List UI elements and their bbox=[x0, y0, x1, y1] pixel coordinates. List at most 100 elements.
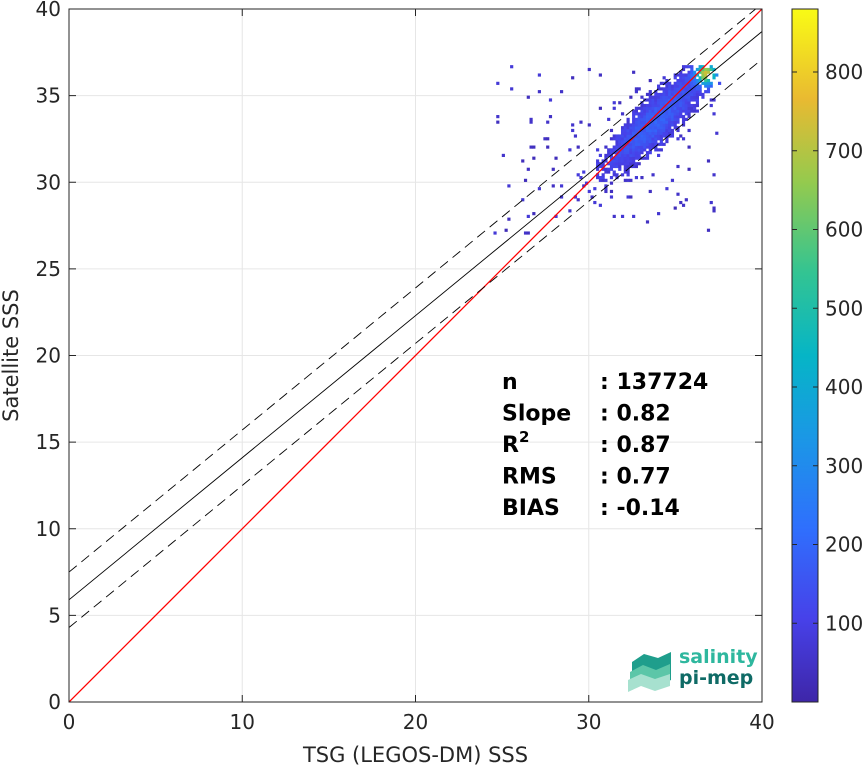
heatmap-cell bbox=[679, 101, 683, 105]
heatmap-cell bbox=[659, 98, 663, 102]
heatmap-cell bbox=[643, 117, 647, 121]
heatmap-cell bbox=[665, 112, 669, 116]
logo-line2: pi-mep bbox=[679, 667, 753, 689]
heatmap-cell bbox=[623, 167, 627, 171]
heatmap-cell bbox=[634, 109, 638, 113]
heatmap-cell bbox=[523, 178, 528, 182]
heatmap-cell bbox=[648, 117, 652, 121]
heatmap-cell bbox=[695, 87, 699, 91]
heatmap-cell bbox=[657, 84, 661, 88]
heatmap-cell bbox=[687, 101, 691, 105]
heatmap-cell bbox=[643, 156, 647, 160]
heatmap-cell bbox=[629, 156, 633, 160]
heatmap-cell bbox=[579, 120, 583, 124]
heatmap-cell bbox=[690, 81, 694, 85]
heatmap-cell bbox=[648, 139, 652, 144]
heatmap-cell bbox=[679, 87, 683, 91]
heatmap-cell bbox=[615, 173, 619, 177]
heatmap-cell bbox=[665, 103, 669, 108]
heatmap-cell bbox=[626, 142, 630, 146]
heatmap-cell bbox=[681, 115, 686, 119]
colorbar bbox=[791, 8, 819, 703]
heatmap-cell bbox=[668, 95, 672, 99]
heatmap-cell bbox=[551, 184, 555, 188]
heatmap-cell bbox=[632, 139, 636, 144]
heatmap-cell bbox=[651, 137, 655, 141]
heatmap-cell bbox=[634, 120, 638, 124]
heatmap-cell bbox=[601, 164, 605, 169]
heatmap-cell bbox=[679, 112, 683, 116]
heatmap-cell bbox=[670, 134, 675, 138]
heatmap-cell bbox=[709, 84, 713, 88]
heatmap-cell bbox=[618, 148, 622, 152]
heatmap-cell bbox=[537, 90, 541, 94]
heatmap-cell bbox=[690, 65, 694, 69]
heatmap-cell bbox=[643, 112, 647, 116]
heatmap-cell bbox=[609, 137, 614, 141]
heatmap-cell bbox=[670, 106, 675, 110]
heatmap-cell bbox=[698, 84, 702, 88]
heatmap-cell bbox=[665, 187, 669, 191]
colorbar-ticks: 100 200 300 400 500 600 700 800 bbox=[792, 60, 863, 635]
heatmap-cell bbox=[676, 92, 680, 97]
heatmap-cell bbox=[623, 139, 627, 144]
heatmap-cell bbox=[615, 134, 619, 138]
heatmap-cell bbox=[684, 95, 688, 99]
heatmap-cell bbox=[632, 126, 636, 130]
heatmap-cell bbox=[601, 176, 605, 180]
heatmap-cell bbox=[648, 95, 652, 99]
heatmap-cell bbox=[645, 145, 650, 149]
heatmap-cell bbox=[706, 70, 711, 74]
heatmap-cell bbox=[620, 148, 625, 152]
heatmap-cell bbox=[637, 162, 641, 166]
heatmap-cell bbox=[673, 87, 677, 91]
heatmap-cell bbox=[662, 112, 666, 116]
heatmap-cell bbox=[668, 115, 672, 119]
heatmap-cell bbox=[637, 137, 641, 141]
heatmap-cell bbox=[657, 92, 661, 97]
stat-label: RMS bbox=[502, 465, 557, 490]
heatmap-cell bbox=[532, 145, 536, 149]
heatmap-cell bbox=[598, 176, 602, 180]
heatmap-cell bbox=[665, 106, 669, 110]
heatmap-cell bbox=[612, 101, 616, 105]
heatmap-cell bbox=[668, 126, 672, 130]
heatmap-cell bbox=[659, 131, 663, 135]
heatmap-cell bbox=[668, 90, 672, 94]
heatmap-cell bbox=[618, 156, 622, 160]
heatmap-cell bbox=[681, 103, 686, 108]
heatmap-cell bbox=[681, 106, 686, 110]
heatmap-cell bbox=[659, 115, 663, 119]
heatmap-cell bbox=[648, 142, 652, 146]
heatmap-cell bbox=[629, 134, 633, 138]
lower-bound-line bbox=[69, 58, 762, 628]
heatmap-cell bbox=[684, 65, 688, 69]
heatmap-cell bbox=[615, 164, 619, 169]
heatmap-cell bbox=[668, 128, 672, 133]
heatmap-cell bbox=[690, 95, 694, 99]
heatmap-cell bbox=[662, 103, 666, 108]
heatmap-cell bbox=[626, 178, 630, 182]
heatmap-cell bbox=[645, 103, 650, 108]
heatmap-cell bbox=[684, 73, 688, 77]
heatmap-cell bbox=[637, 151, 641, 155]
heatmap-cell bbox=[543, 137, 547, 141]
heatmap-cell bbox=[609, 164, 614, 169]
heatmap-cell bbox=[657, 117, 661, 121]
heatmap-cell bbox=[695, 90, 699, 94]
heatmap-cell bbox=[679, 73, 683, 77]
stat-label: Slope bbox=[502, 402, 571, 427]
heatmap-cell bbox=[673, 112, 677, 116]
heatmap-cell bbox=[657, 95, 661, 99]
heatmap-cell bbox=[609, 176, 614, 180]
heatmap-cell bbox=[654, 103, 658, 108]
heatmap-cell bbox=[618, 101, 622, 105]
heatmap-cell bbox=[679, 81, 683, 85]
heatmap-cell bbox=[651, 103, 655, 108]
heatmap-cell bbox=[637, 145, 641, 149]
heatmap-cell bbox=[712, 67, 716, 72]
heatmap-cell bbox=[632, 117, 636, 121]
heatmap-cell bbox=[662, 115, 666, 119]
heatmap-cell bbox=[654, 128, 658, 133]
heatmap-cell bbox=[687, 87, 691, 91]
